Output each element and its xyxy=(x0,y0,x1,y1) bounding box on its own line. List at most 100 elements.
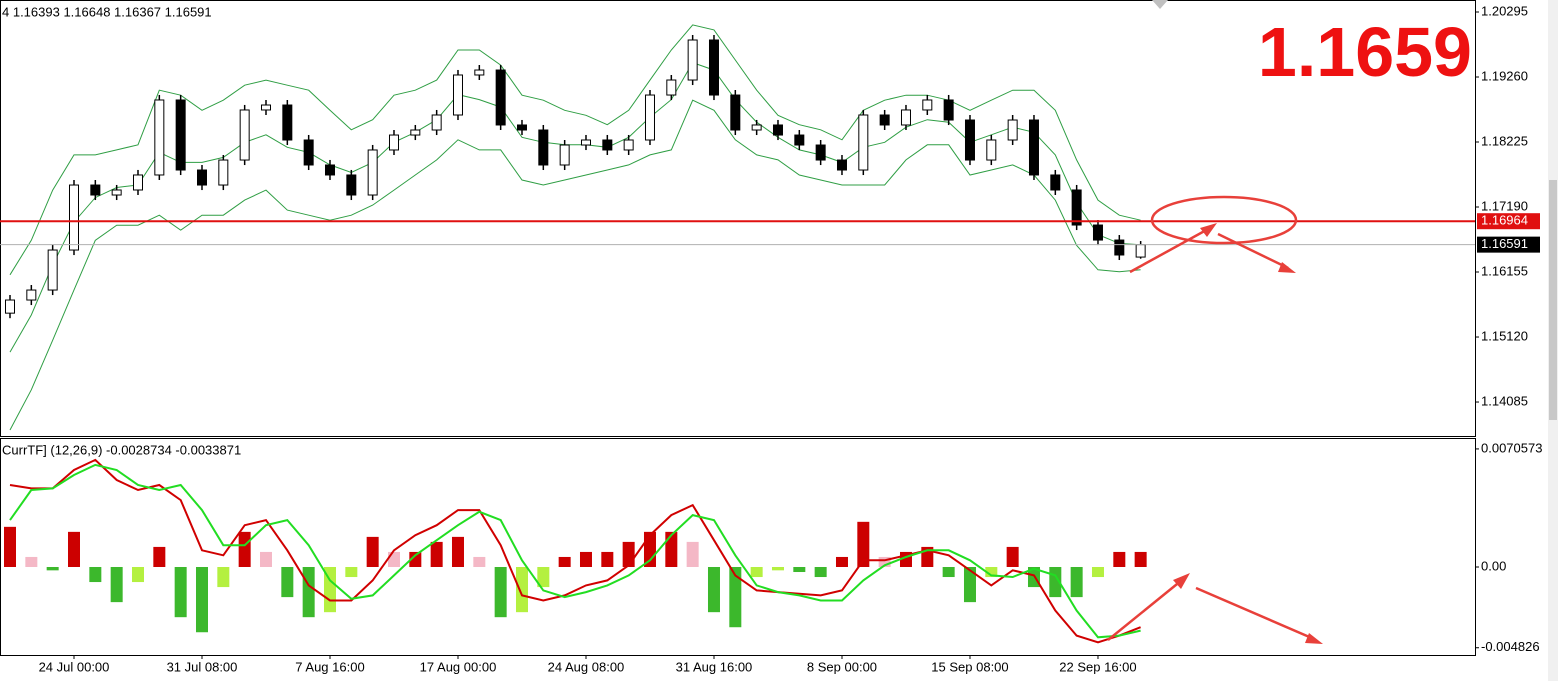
histogram-bar xyxy=(707,566,720,613)
x-tick-label: 31 Aug 16:00 xyxy=(676,659,753,674)
candle-body xyxy=(132,174,143,191)
arrow xyxy=(1217,232,1289,270)
candle-body xyxy=(5,299,15,314)
histogram-bar xyxy=(217,566,230,588)
annotations xyxy=(1107,195,1315,641)
y-tick-label: 0.00 xyxy=(1481,558,1506,573)
histogram-bar xyxy=(537,566,550,588)
candle-body xyxy=(623,139,634,151)
arrowheads xyxy=(1173,223,1323,644)
candle-body xyxy=(751,124,762,131)
candle-body xyxy=(1050,174,1061,191)
y-tick-label: 1.17190 xyxy=(1481,198,1528,213)
histogram-bar xyxy=(238,531,251,567)
candle-body xyxy=(687,39,698,81)
histogram-bar xyxy=(729,566,742,628)
candle-body xyxy=(218,159,229,186)
candle-body xyxy=(388,134,399,151)
candle-body xyxy=(154,99,165,176)
candle-body xyxy=(431,114,442,131)
histogram-bar xyxy=(793,566,806,573)
candle-body xyxy=(196,169,207,186)
highlight-ellipse xyxy=(1150,195,1298,245)
scroll-thumb[interactable] xyxy=(1549,180,1557,420)
candle-body xyxy=(708,39,719,96)
histogram-bar xyxy=(857,521,870,567)
candle-body xyxy=(879,114,890,126)
x-tick-label: 24 Jul 00:00 xyxy=(39,659,110,674)
candle-body xyxy=(324,164,335,176)
price-annotation: 1.1659 xyxy=(1258,13,1472,91)
candle-body xyxy=(47,249,58,291)
candle-body xyxy=(111,189,122,196)
x-tick-label: 17 Aug 00:00 xyxy=(420,659,497,674)
arrowhead xyxy=(1173,573,1190,589)
candle-body xyxy=(68,184,79,251)
histogram-bar xyxy=(622,541,635,567)
candle-body xyxy=(26,289,37,301)
candle-body xyxy=(986,139,997,161)
histogram-bar xyxy=(110,566,123,603)
candle-body xyxy=(538,129,549,166)
histogram-bar xyxy=(25,556,38,567)
candle-body xyxy=(1114,239,1125,256)
indicator-panel xyxy=(0,438,1476,656)
candle-body xyxy=(964,119,975,161)
candle-body xyxy=(474,69,485,76)
shift-marker xyxy=(1152,0,1168,9)
histogram-bar xyxy=(835,556,848,567)
arrowhead xyxy=(1278,262,1296,273)
candle-body xyxy=(1007,119,1018,141)
macd-line xyxy=(9,463,1141,639)
histogram-bar xyxy=(985,566,998,578)
arrow xyxy=(1195,586,1315,641)
arrowhead xyxy=(1305,633,1323,644)
y-tick-label: 0.0070573 xyxy=(1481,440,1542,455)
histogram-bar xyxy=(46,566,59,571)
candle-body xyxy=(772,124,783,136)
candle-body xyxy=(282,104,293,141)
histogram-bar xyxy=(302,566,315,618)
macd-line xyxy=(9,458,1141,644)
histogram-bar xyxy=(366,536,379,567)
candle-body xyxy=(1071,189,1082,226)
histogram-bar xyxy=(601,551,614,567)
candle-body xyxy=(175,99,186,171)
histogram-bar xyxy=(814,566,827,578)
ohlc-header: 4 1.16393 1.16648 1.16367 1.16591 xyxy=(2,4,212,19)
histogram-bar xyxy=(131,566,144,583)
y-tick-label: 1.19260 xyxy=(1481,68,1528,83)
candle-body xyxy=(90,184,101,196)
y-tick-label: 1.20295 xyxy=(1481,3,1528,18)
histogram-bar xyxy=(1113,551,1126,567)
histogram-bar xyxy=(1006,546,1019,567)
candle-body xyxy=(815,144,826,161)
arrowhead xyxy=(1200,223,1217,237)
candle-body xyxy=(580,139,591,146)
bid-label: 1.16591 xyxy=(1481,236,1528,251)
x-tick-label: 7 Aug 16:00 xyxy=(295,659,364,674)
histogram-bar xyxy=(643,531,656,567)
candle-body xyxy=(303,139,314,166)
candle-body xyxy=(346,174,357,196)
histogram-bar xyxy=(473,556,486,567)
arrow xyxy=(1107,579,1183,641)
x-tick-label: 31 Jul 08:00 xyxy=(167,659,238,674)
candle-body xyxy=(239,109,250,161)
histogram-bar xyxy=(4,526,16,567)
candle-body xyxy=(516,124,527,131)
price-layer: 1.20295 1.19260 1.18225 1.17190 1.16155 1.151… xyxy=(0,3,1540,431)
y-tick-label: 1.18225 xyxy=(1481,133,1528,148)
candle-body xyxy=(900,109,911,126)
candle-body xyxy=(1135,244,1146,258)
price-panel xyxy=(0,0,1476,437)
histogram-bar xyxy=(345,566,358,578)
y-tick-label: 1.16155 xyxy=(1481,263,1528,278)
y-tick-label: 1.15120 xyxy=(1481,328,1528,343)
bid-label-box xyxy=(1477,236,1540,253)
candle-body xyxy=(452,74,463,116)
arrow xyxy=(1129,226,1211,274)
macd-layer: 0.0070573 0.00 -0.004826 24 Jul 00:00 31 Jul… xyxy=(4,440,1542,674)
